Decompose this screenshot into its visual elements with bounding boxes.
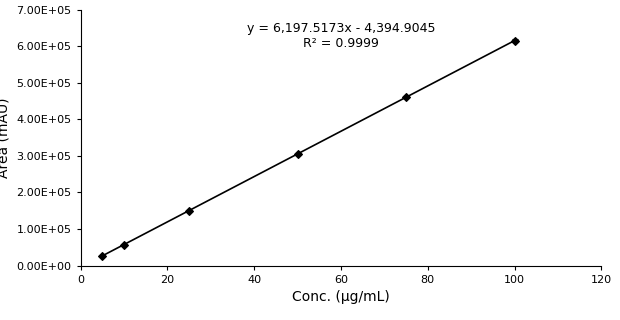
X-axis label: Conc. (μg/mL): Conc. (μg/mL) (292, 290, 390, 304)
Text: y = 6,197.5173x - 4,394.9045
R² = 0.9999: y = 6,197.5173x - 4,394.9045 R² = 0.9999 (247, 22, 435, 51)
Y-axis label: Area (mAU): Area (mAU) (0, 97, 11, 178)
